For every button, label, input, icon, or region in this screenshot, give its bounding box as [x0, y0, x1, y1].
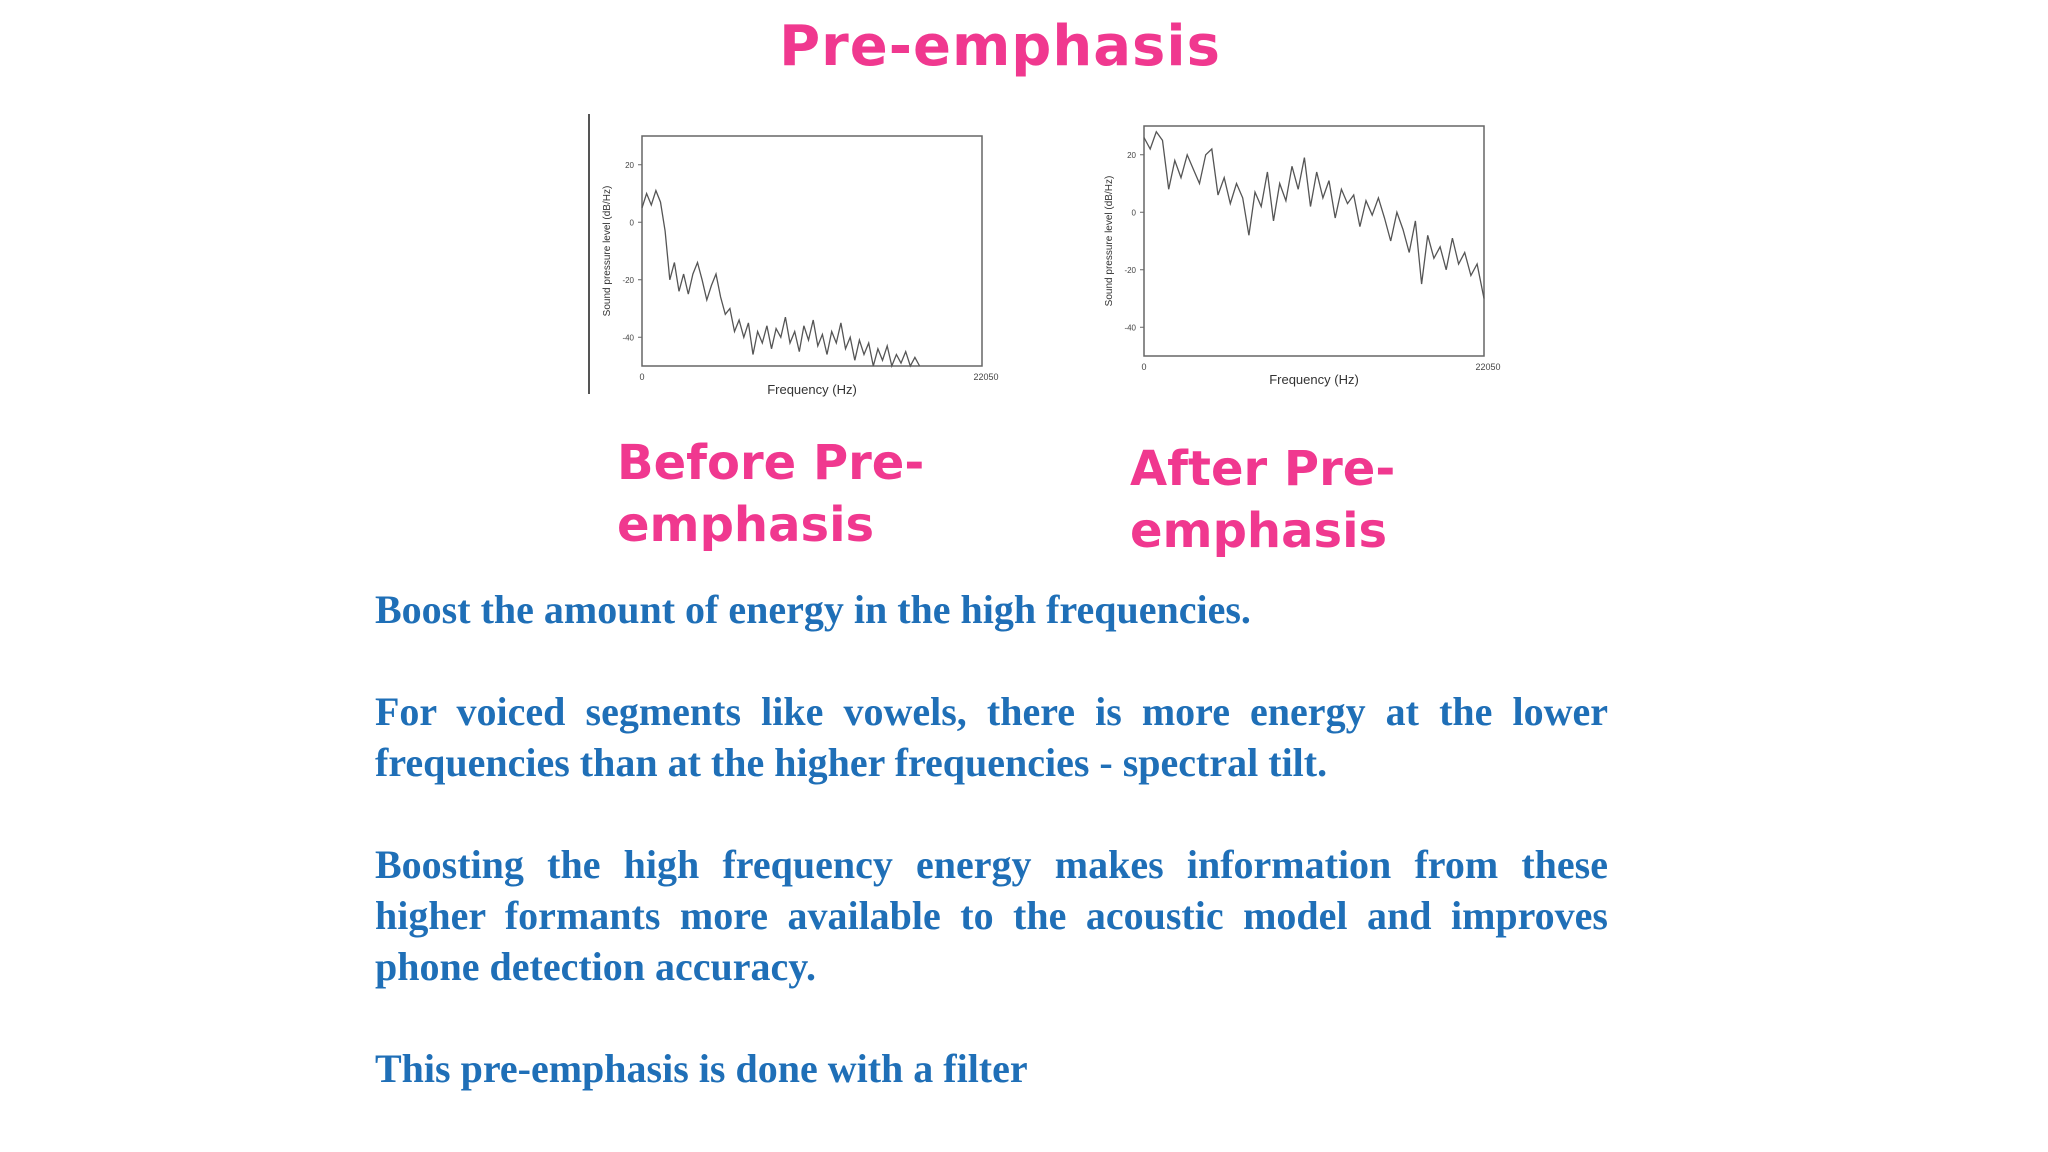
before-y-axis-label: Sound pressure level (dB/Hz) [602, 186, 613, 317]
after-pre-emphasis-label: After Pre- emphasis [1130, 441, 1396, 559]
after-y-tick-label: -40 [1124, 323, 1136, 332]
before-series-line [641, 188, 921, 369]
before-y-tick-label: 20 [625, 161, 634, 170]
before-spectrum-svg: 20 0 -20 -40 0 22050 Frequency (Hz) Sound press… [602, 135, 999, 397]
after-x-axis-label: Frequency (Hz) [1269, 372, 1359, 387]
paragraph-spectral-tilt: For voiced segments like vowels, there i… [375, 689, 1608, 785]
before-x-tick-label: 22050 [973, 372, 998, 382]
before-y-tick-label: 0 [630, 218, 635, 227]
after-series-line [1143, 130, 1485, 299]
paragraph-formants: Boosting the high frequency energy makes… [375, 842, 1608, 989]
body-text: Boost the amount of energy in the high f… [375, 584, 1608, 1094]
after-spectrum-svg: 20 0 -20 -40 0 22050 Frequency (Hz) Sound press… [1104, 125, 1501, 387]
after-plot-frame [1143, 125, 1485, 357]
after-x-tick-label: 22050 [1475, 362, 1500, 372]
paragraph-boost: Boost the amount of energy in the high f… [375, 587, 1251, 632]
after-y-tick-label: -20 [1124, 266, 1136, 275]
after-y-tick-label: 0 [1132, 208, 1137, 217]
before-y-tick-label: -40 [622, 333, 634, 342]
paragraph-filter: This pre-emphasis is done with a filter [375, 1046, 1028, 1091]
plot-before-pre-emphasis: 20 0 -20 -40 0 22050 Frequency (Hz) Sound press… [594, 126, 1024, 400]
before-plot-frame [641, 135, 983, 367]
before-pre-emphasis-label: Before Pre- emphasis [617, 435, 925, 553]
before-x-tick-label: 0 [639, 372, 644, 382]
after-y-tick-label: 20 [1127, 151, 1136, 160]
plot-after-pre-emphasis: 20 0 -20 -40 0 22050 Frequency (Hz) Sound press… [1096, 116, 1526, 390]
before-y-tick-label: -20 [622, 276, 634, 285]
left-divider-line [588, 114, 590, 394]
slide-title: Pre-emphasis [779, 14, 1221, 79]
before-x-axis-label: Frequency (Hz) [767, 382, 857, 397]
after-x-tick-label: 0 [1141, 362, 1146, 372]
after-y-axis-label: Sound pressure level (dB/Hz) [1104, 176, 1115, 307]
